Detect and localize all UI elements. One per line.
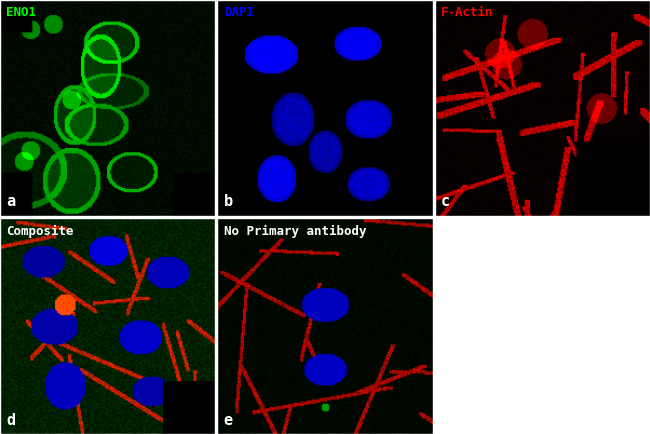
Text: Composite: Composite	[6, 224, 74, 238]
Text: DAPI: DAPI	[224, 7, 254, 20]
Text: c: c	[441, 194, 450, 210]
Text: d: d	[6, 413, 16, 427]
Text: ENO1: ENO1	[6, 7, 36, 20]
Text: a: a	[6, 194, 16, 210]
Text: b: b	[224, 194, 233, 210]
Text: e: e	[224, 413, 233, 427]
Text: No Primary antibody: No Primary antibody	[224, 224, 367, 238]
Text: F-Actin: F-Actin	[441, 7, 494, 20]
